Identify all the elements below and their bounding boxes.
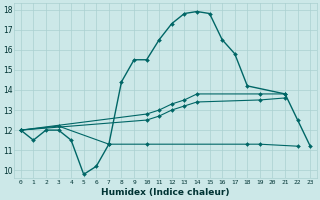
- X-axis label: Humidex (Indice chaleur): Humidex (Indice chaleur): [101, 188, 230, 197]
